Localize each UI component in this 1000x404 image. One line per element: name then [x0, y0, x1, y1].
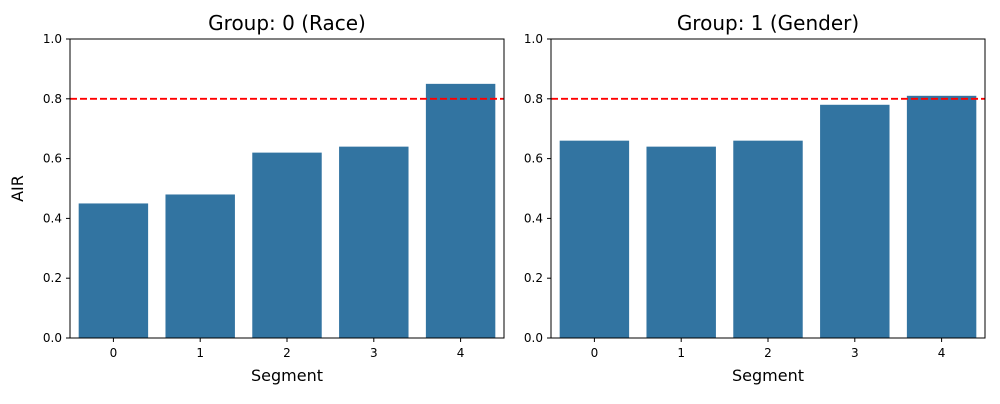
bar — [78, 203, 149, 338]
x-axis-label: Segment — [732, 366, 804, 385]
bar — [165, 194, 235, 338]
chart-title: Group: 1 (Gender) — [677, 11, 859, 35]
x-axis-label: Segment — [251, 366, 323, 385]
x-tick-label: 0 — [591, 346, 599, 360]
chart-title: Group: 0 (Race) — [208, 11, 366, 35]
y-tick-label: 0.2 — [524, 271, 543, 285]
y-tick-label: 0.0 — [524, 331, 543, 345]
plot-frame — [550, 38, 986, 339]
chart-panel-race: Group: 0 (Race) Segment AIR 0 1 2 3 40.00.20… — [8, 11, 505, 385]
x-tick-label: 0 — [110, 346, 118, 360]
bar — [820, 104, 890, 338]
bar — [252, 152, 322, 338]
tick-group: 0 1 2 3 4 0.0 0.2 0.4 0.6 0.8 1.0 — [524, 32, 946, 360]
bar — [339, 146, 409, 338]
x-tick-label: 2 — [283, 346, 291, 360]
bar-group — [559, 95, 977, 338]
x-tick-label: 4 — [938, 346, 946, 360]
y-axis-label: AIR — [8, 175, 27, 202]
bar — [733, 140, 803, 338]
tick-group: 0 1 2 3 4 0.0 0.2 0.4 0.6 0.8 1.0 — [43, 32, 465, 360]
y-tick-label: 0.0 — [43, 331, 62, 345]
y-tick-label: 0.4 — [43, 211, 62, 225]
x-tick-label: 3 — [851, 346, 859, 360]
y-tick-label: 0.4 — [524, 211, 543, 225]
bar — [559, 140, 630, 338]
plot-frame — [69, 38, 505, 339]
bar — [906, 95, 977, 338]
bar — [646, 146, 716, 338]
y-tick-label: 0.8 — [524, 92, 543, 106]
bar-group — [78, 83, 496, 338]
x-tick-label: 1 — [677, 346, 685, 360]
x-tick-label: 2 — [764, 346, 772, 360]
y-tick-label: 1.0 — [43, 32, 62, 46]
y-tick-label: 1.0 — [524, 32, 543, 46]
x-tick-label: 1 — [196, 346, 204, 360]
y-tick-label: 0.8 — [43, 92, 62, 106]
bar — [425, 83, 496, 338]
y-tick-label: 0.6 — [524, 152, 543, 166]
y-tick-label: 0.6 — [43, 152, 62, 166]
y-tick-label: 0.2 — [43, 271, 62, 285]
x-tick-label: 4 — [457, 346, 465, 360]
chart-panel-gender: Group: 1 (Gender) Segment 0 1 2 3 4 0.0 0.2 0.4… — [524, 11, 986, 385]
x-tick-label: 3 — [370, 346, 378, 360]
